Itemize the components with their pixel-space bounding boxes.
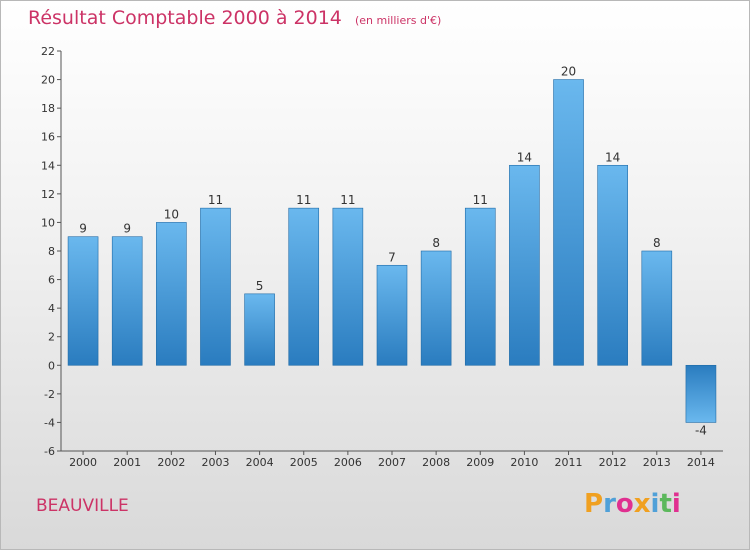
x-tick-label: 2005 [290, 456, 318, 469]
data-label-2014: -4 [695, 423, 707, 437]
y-tick-label: -4 [44, 416, 55, 429]
bar-2004 [244, 293, 275, 366]
logo-letter: t [659, 489, 672, 519]
y-tick-label: 20 [41, 74, 55, 87]
x-tick-label: 2009 [466, 456, 494, 469]
data-label-2001: 9 [123, 222, 131, 236]
x-tick-label: 2007 [378, 456, 406, 469]
y-tick-label: 2 [48, 331, 55, 344]
bar-2001 [111, 236, 143, 366]
x-tick-label: 2003 [201, 456, 229, 469]
x-tick-label: 2011 [555, 456, 583, 469]
proxiti-logo[interactable]: Proxiti [584, 489, 681, 519]
chart-labels: 9 9 10 11 5 11 11 7 8 11 14 20 14 8 -4 [79, 65, 707, 438]
y-tick-label: 6 [48, 274, 55, 287]
y-tick-label: 22 [41, 45, 55, 58]
data-label-2010: 14 [517, 150, 532, 164]
x-tick-label: 2010 [510, 456, 538, 469]
y-tick-label: 10 [41, 216, 55, 229]
x-tick-label: 2001 [113, 456, 141, 469]
bar-2000 [67, 236, 99, 366]
data-label-2007: 7 [388, 250, 396, 264]
logo-letter: x [633, 489, 651, 519]
bar-2008 [420, 250, 452, 366]
data-label-2012: 14 [605, 150, 620, 164]
data-label-2008: 8 [432, 236, 440, 250]
x-tick-label: 2000 [69, 456, 97, 469]
x-tick-label: 2012 [599, 456, 627, 469]
x-tick-label: 2006 [334, 456, 362, 469]
x-tick-label: 2013 [643, 456, 671, 469]
data-label-2004: 5 [256, 279, 264, 293]
bar-2013 [641, 250, 673, 366]
bar-2012 [597, 164, 628, 366]
y-tick-label: 18 [41, 102, 55, 115]
data-label-2011: 20 [561, 65, 576, 79]
y-tick-label: 8 [48, 245, 55, 258]
bar-2006 [332, 207, 364, 366]
data-label-2005: 11 [296, 193, 311, 207]
bar-2002 [156, 222, 187, 366]
x-tick-label: 2002 [157, 456, 185, 469]
logo-letter: i [650, 489, 660, 519]
bar-2007 [376, 264, 408, 366]
x-tick-label: 2004 [246, 456, 274, 469]
logo-letter: P [584, 489, 604, 519]
chart-bars [67, 79, 717, 423]
logo-letter: r [603, 489, 616, 519]
y-tick-label: 4 [48, 302, 55, 315]
bar-2003 [200, 207, 231, 366]
title-row: Résultat Comptable 2000 à 2014 (en milli… [28, 7, 441, 29]
bar-2009 [464, 207, 496, 366]
data-label-2000: 9 [79, 222, 87, 236]
y-tick-label: 16 [41, 131, 55, 144]
bar-2005 [288, 207, 320, 366]
y-tick-label: 14 [41, 159, 55, 172]
chart-axes: -6 -4 -2 0 2 4 6 8 10 12 14 16 18 20 22 2000 2001 2002 200… [41, 45, 723, 469]
data-label-2006: 11 [340, 193, 355, 207]
commune-name: BEAUVILLE [36, 496, 129, 516]
data-label-2002: 10 [164, 207, 179, 221]
data-label-2013: 8 [653, 236, 661, 250]
logo-letter: i [671, 489, 681, 519]
data-label-2009: 11 [473, 193, 488, 207]
y-tick-label: -2 [44, 388, 55, 401]
bar-2010 [509, 164, 540, 366]
bar-2014 [685, 364, 717, 423]
chart-title: Résultat Comptable 2000 à 2014 [28, 7, 342, 29]
y-tick-label: -6 [44, 445, 55, 458]
x-tick-label: 2008 [422, 456, 450, 469]
bar-2011 [553, 79, 584, 366]
y-tick-label: 0 [48, 359, 55, 372]
data-label-2003: 11 [208, 193, 223, 207]
x-tick-label: 2014 [687, 456, 715, 469]
y-tick-label: 12 [41, 188, 55, 201]
chart-subtitle: (en milliers d'€) [354, 14, 442, 27]
logo-letter: o [615, 489, 634, 519]
